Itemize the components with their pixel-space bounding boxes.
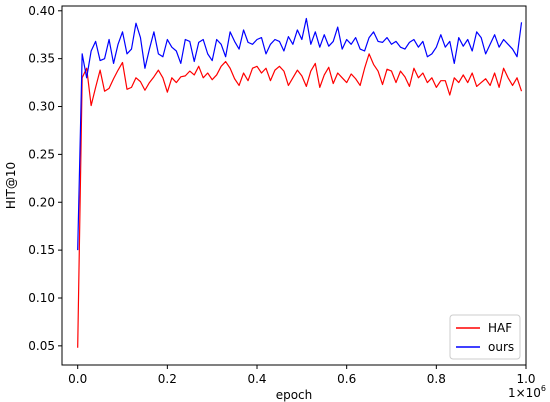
- y-tick-label: 0.25: [28, 147, 55, 161]
- y-tick-label: 0.05: [28, 339, 55, 353]
- x-axis-scale-factor: 1×106: [508, 384, 546, 400]
- series-line-ours: [77, 17, 523, 251]
- x-axis-label: epoch: [276, 388, 313, 402]
- y-axis: 0.05 0.10 0.15 0.20 0.25 0.30 0.35 0.40: [28, 4, 62, 353]
- y-tick-label: 0.35: [28, 52, 55, 66]
- x-scale-exponent: 6: [541, 384, 546, 393]
- legend: HAF ours: [449, 314, 521, 360]
- y-tick-label: 0.30: [28, 100, 55, 114]
- plot-frame: [61, 5, 527, 366]
- y-tick-label: 0.15: [28, 243, 55, 257]
- x-scale-base: 1×10: [508, 386, 541, 400]
- legend-label-ours: ours: [488, 340, 514, 354]
- y-axis-label: HIT@10: [4, 162, 18, 209]
- x-tick-label: 0.8: [427, 372, 446, 386]
- y-tick-label: 0.20: [28, 195, 55, 209]
- y-tick-label: 0.40: [28, 4, 55, 18]
- x-tick-label: 0.6: [337, 372, 356, 386]
- x-tick-label: 0.0: [68, 372, 87, 386]
- plot-lines: [77, 17, 523, 348]
- legend-label-haf: HAF: [488, 321, 512, 335]
- series-line-haf: [77, 53, 523, 348]
- x-tick-label: 1.0: [516, 372, 535, 386]
- legend-box: [449, 314, 521, 360]
- y-tick-label: 0.10: [28, 291, 55, 305]
- x-tick-label: 0.2: [158, 372, 177, 386]
- x-tick-label: 0.4: [247, 372, 266, 386]
- x-axis: 0.0 0.2 0.4 0.6 0.8 1.0: [68, 365, 536, 386]
